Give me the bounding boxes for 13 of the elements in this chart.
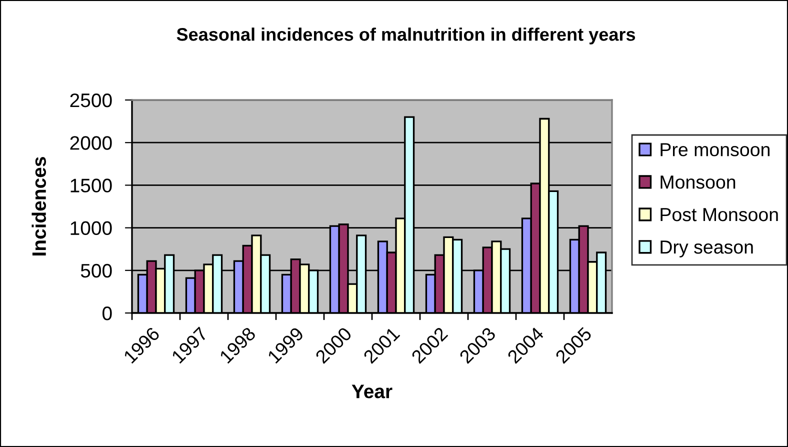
y-tick-label: 500 [80, 264, 112, 278]
y-tick-label: 2500 [70, 93, 112, 108]
y-tick-label: 1000 [70, 221, 112, 236]
y-tick-label: 0 [102, 306, 112, 320]
y-tick-label: 2000 [70, 136, 112, 150]
legend-label: Pre monsoon [660, 143, 770, 156]
y-tick-label: 1500 [70, 178, 112, 192]
legend-label: Monsoon [660, 176, 736, 189]
chart-title: Seasonal incidences of malnutrition in different years [176, 28, 636, 44]
y-axis-title: Incidences [32, 157, 46, 256]
legend-label: Dry season [660, 240, 753, 258]
x-axis-title: Year [352, 384, 392, 398]
legend-label: Post Monsoon [660, 208, 778, 222]
